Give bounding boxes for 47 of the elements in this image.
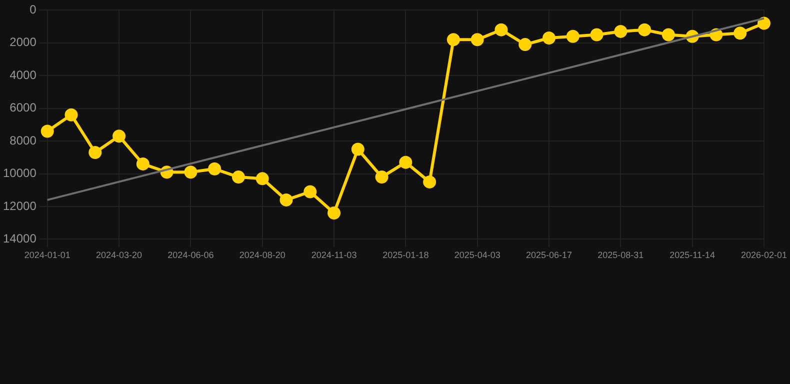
x-tick-label: 2024-06-06 (168, 250, 214, 260)
point (662, 28, 675, 42)
point (518, 38, 532, 52)
point (88, 146, 102, 160)
point (734, 26, 747, 40)
point (446, 33, 460, 46)
point (304, 185, 317, 198)
point (280, 193, 293, 206)
point (112, 130, 126, 143)
y-tick-label: 2000 (10, 35, 37, 50)
y-tick-label: 8000 (10, 133, 37, 148)
point (494, 23, 508, 36)
point (184, 166, 198, 179)
point (470, 33, 484, 46)
point (40, 124, 54, 138)
point (638, 23, 652, 36)
y-tick-label: 12000 (2, 198, 37, 213)
y-tick-label: 0 (30, 2, 37, 17)
point (208, 162, 222, 176)
point (375, 170, 388, 184)
x-tick-label: 2025-11-14 (670, 250, 716, 260)
point (757, 16, 770, 30)
point (590, 28, 604, 42)
x-tick-label: 2025-06-17 (526, 250, 572, 260)
x-tick-label: 2025-01-18 (382, 250, 429, 260)
y-tick-label: 14000 (2, 232, 37, 246)
x-tick-label: 2024-01-01 (24, 250, 70, 260)
point (232, 170, 245, 184)
point (566, 30, 580, 43)
x-tick-label: 2025-04-03 (454, 250, 500, 260)
x-tick-label: 2024-03-20 (96, 250, 142, 260)
x-tick-label: 2024-11-03 (311, 250, 357, 260)
x-tick-label: 2024-08-20 (239, 250, 286, 260)
point (399, 156, 412, 169)
point (64, 108, 78, 122)
x-tick-label: 2026-02-01 (740, 250, 788, 260)
point (614, 24, 628, 38)
point (423, 175, 436, 188)
x-tick-label: 2025-08-31 (598, 250, 644, 260)
y-tick-label: 4000 (10, 68, 37, 82)
y-tick-label: 10000 (2, 166, 37, 180)
y-tick-label: 6000 (10, 100, 37, 115)
point (542, 32, 556, 45)
point (328, 206, 341, 220)
point (351, 142, 364, 156)
point (256, 172, 269, 186)
point (136, 157, 150, 170)
